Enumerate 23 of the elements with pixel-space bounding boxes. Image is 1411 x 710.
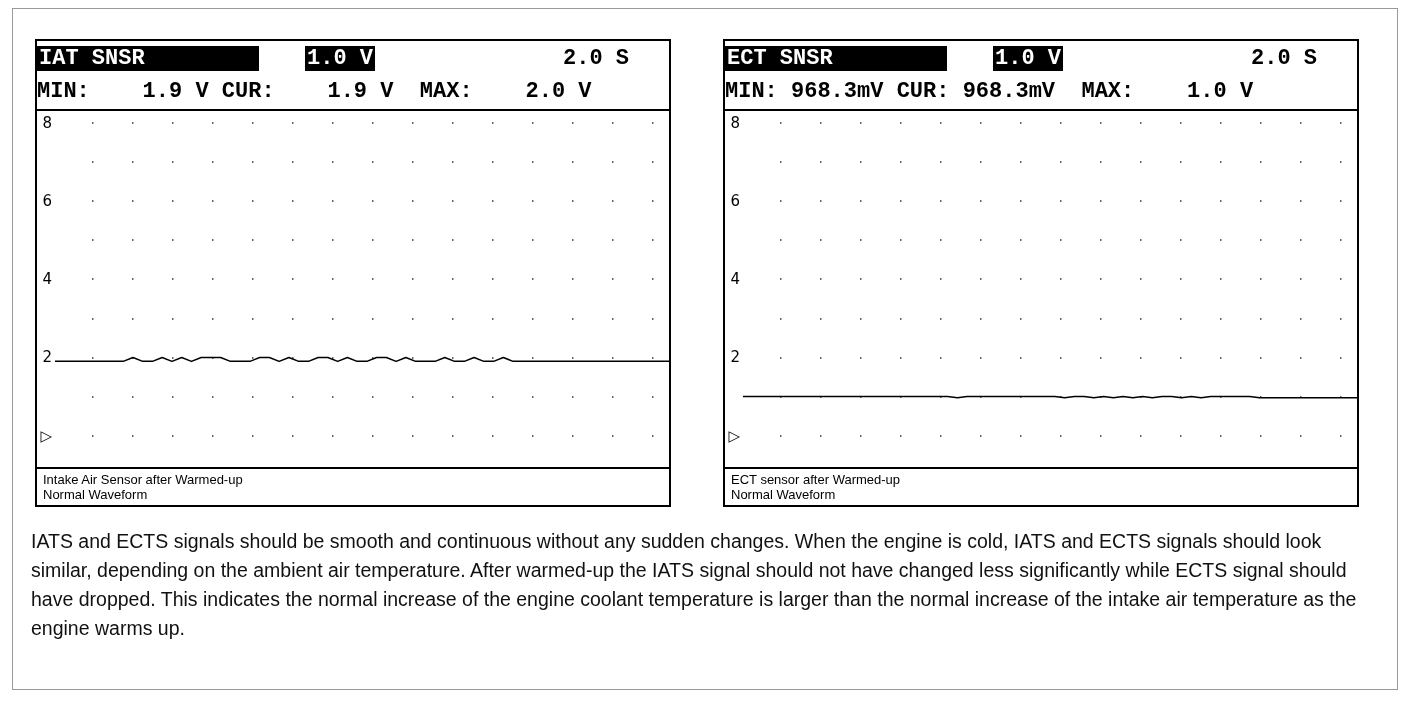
y-tick-label: 4 (730, 270, 740, 289)
y-tick-label: 2 (730, 348, 740, 367)
chart-title: ECT SNSR (725, 45, 947, 71)
text: Intake Air Sensor after Warmed-up (43, 472, 244, 487)
y-tick-label: ▷ (728, 426, 741, 445)
text: 1.0 V (305, 45, 376, 71)
text: Normal Waveform (43, 487, 149, 502)
y-tick-label: 6 (730, 191, 740, 210)
y-tick-label: 2 (42, 348, 52, 367)
chart-subtitle: MIN: 1.9 V CUR: 1.9 V MAX: 2.0 V (37, 75, 669, 111)
text: Normal Waveform (731, 487, 837, 502)
y-tick-label: ▷ (40, 426, 53, 445)
chart-title: IAT SNSR (37, 45, 259, 71)
y-tick-label: 4 (42, 270, 52, 289)
text: 2.0 S (1250, 45, 1317, 71)
text: 2.0 S (562, 45, 629, 71)
y-tick-label: 8 (42, 113, 52, 132)
y-tick-label: 6 (42, 191, 52, 210)
text: 1.0 V (993, 45, 1064, 71)
text: ECT sensor after Warmed-up (731, 472, 902, 487)
chart-subtitle: MIN: 968.3mV CUR: 968.3mV MAX: 1.0 V (725, 75, 1357, 111)
y-tick-label: 8 (730, 113, 740, 132)
text: IATS and ECTS signals should be smooth and continuous without any sudden changes. When the engine is cold, IATS and ECTS signals should look similar, depending on the ambient air temperature. After warmed-up the IATS signal should not have changed less significantly while ECTS signal should have dropped. This indicates the normal increase of the engine coolant temperature is larger than the normal increase of the intake air temperature as the engine warms up. (31, 529, 1358, 641)
